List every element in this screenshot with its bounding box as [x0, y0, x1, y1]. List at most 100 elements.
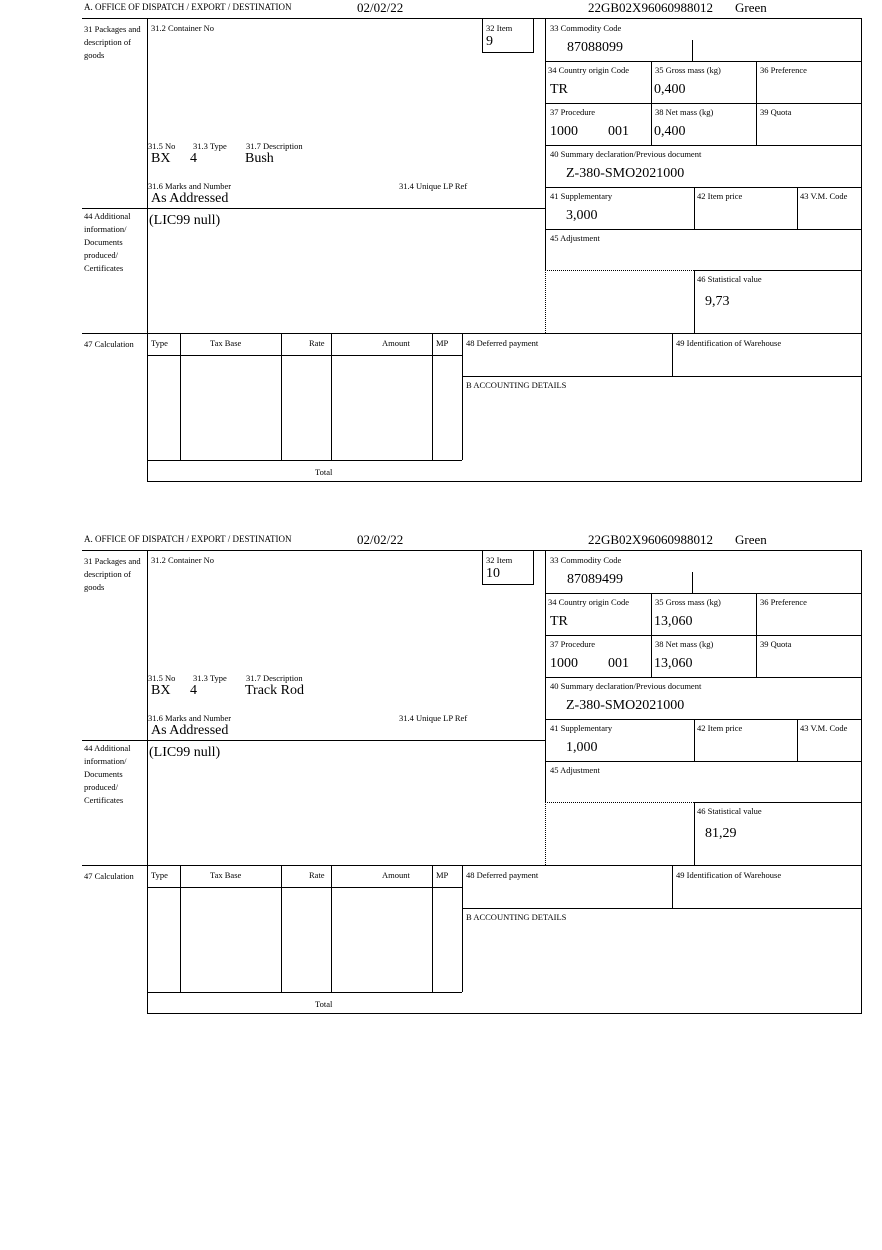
top-border	[82, 18, 862, 19]
calculation-label: 47 Calculation	[84, 871, 134, 881]
calc-col-divider	[180, 333, 181, 460]
commodity-code-label: 33 Commodity Code	[550, 23, 622, 33]
row-divider	[545, 635, 862, 636]
item-box-left	[482, 550, 483, 584]
package-description-label: 31.7 Description	[246, 141, 303, 151]
calc-col-divider	[432, 865, 433, 992]
route-status: Green	[735, 0, 767, 15]
row-divider	[545, 593, 862, 594]
additional-info-value: (LIC99 null)	[149, 745, 221, 760]
procedure-label: 37 Procedure	[550, 639, 596, 649]
container-no-label: 31.2 Container No	[151, 23, 215, 33]
office-label: A. OFFICE OF DISPATCH / EXPORT / DESTINA…	[84, 2, 292, 12]
package-type-label: 31.3 Type	[193, 141, 227, 151]
office-label: A. OFFICE OF DISPATCH / EXPORT / DESTINA…	[84, 534, 292, 544]
supplementary: 3,000	[566, 208, 598, 223]
commodity-divider	[692, 572, 693, 593]
row-divider	[694, 802, 862, 803]
dotted-divider	[545, 270, 546, 333]
additional-info-label: 44 Additional information/ Documents pro…	[84, 211, 131, 273]
route-status: Green	[735, 532, 767, 547]
col-divider	[694, 802, 695, 865]
col-divider	[672, 333, 673, 376]
row-divider	[545, 61, 862, 62]
deferred-payment-label: 48 Deferred payment	[466, 870, 539, 880]
packages-label: 31 Packages and description of goods	[84, 24, 141, 60]
col-type-header: Type	[151, 870, 168, 880]
packages-bottom-border	[82, 208, 545, 209]
col-divider	[651, 593, 652, 677]
row-divider	[545, 719, 862, 720]
net-mass: 0,400	[654, 124, 686, 139]
summary-declaration: Z-380-SMO2021000	[566, 166, 685, 181]
item-box-bottom	[482, 584, 534, 585]
item-price-label: 42 Item price	[697, 723, 743, 733]
col-tax-base-header: Tax Base	[210, 338, 242, 348]
row-divider	[545, 761, 862, 762]
statistical-value: 9,73	[705, 294, 730, 309]
vm-code-label: 43 V.M. Code	[800, 723, 848, 733]
package-description-label: 31.7 Description	[246, 673, 303, 683]
col-amount-header: Amount	[382, 338, 410, 348]
customs-declaration-item-2: A. OFFICE OF DISPATCH / EXPORT / DESTINA…	[0, 532, 882, 1014]
col-divider	[694, 270, 695, 333]
goods-column-border	[147, 550, 148, 1013]
summary-declaration-label: 40 Summary declaration/Previous document	[550, 681, 702, 691]
row-divider	[462, 908, 862, 909]
right-border	[861, 18, 862, 481]
calc-col-divider	[180, 865, 181, 992]
package-description: Bush	[245, 151, 274, 166]
quota-label: 39 Quota	[760, 107, 792, 117]
marks-label: 31.6 Marks and Number	[148, 713, 232, 723]
country-origin: TR	[550, 614, 568, 629]
col-type-header: Type	[151, 338, 168, 348]
dotted-divider	[545, 270, 694, 271]
supplementary-label: 41 Supplementary	[550, 191, 613, 201]
preference-label: 36 Preference	[760, 597, 807, 607]
col-rate-header: Rate	[309, 870, 325, 880]
vm-code-label: 43 V.M. Code	[800, 191, 848, 201]
country-origin-label: 34 Country origin Code	[548, 65, 629, 75]
calculation-label: 47 Calculation	[84, 339, 134, 349]
unique-lp-ref-label: 31.4 Unique LP Ref	[399, 713, 468, 723]
col-mp-header: MP	[436, 338, 449, 348]
item-label: 32 Item	[486, 555, 513, 565]
accounting-details-label: B ACCOUNTING DETAILS	[466, 912, 567, 922]
total-top-border	[147, 992, 462, 993]
preference-label: 36 Preference	[760, 65, 807, 75]
col-divider	[694, 719, 695, 761]
right-border	[861, 550, 862, 1013]
adjustment-label: 45 Adjustment	[550, 233, 600, 243]
row-divider	[545, 103, 862, 104]
commodity-code: 87089499	[567, 572, 623, 587]
right-section-border	[545, 550, 546, 802]
dotted-divider	[545, 802, 546, 865]
packages-bottom-border	[82, 740, 545, 741]
country-origin-label: 34 Country origin Code	[548, 597, 629, 607]
col-amount-header: Amount	[382, 870, 410, 880]
top-border	[82, 550, 862, 551]
item-box-right	[533, 18, 534, 52]
supplementary-label: 41 Supplementary	[550, 723, 613, 733]
row-divider	[462, 376, 862, 377]
net-mass-label: 38 Net mass (kg)	[655, 107, 714, 117]
package-type-label: 31.3 Type	[193, 673, 227, 683]
item-box-right	[533, 550, 534, 584]
commodity-code-label: 33 Commodity Code	[550, 555, 622, 565]
procedure-suffix: 001	[608, 124, 629, 139]
right-section-border	[545, 18, 546, 270]
net-mass: 13,060	[654, 656, 693, 671]
marks-value: As Addressed	[151, 191, 229, 206]
additional-info-value: (LIC99 null)	[149, 213, 221, 228]
col-divider	[756, 593, 757, 677]
col-divider	[672, 865, 673, 908]
row-divider	[545, 145, 862, 146]
col-divider	[797, 719, 798, 761]
col-mp-header: MP	[436, 870, 449, 880]
total-label: Total	[315, 467, 333, 477]
procedure: 1000	[550, 656, 578, 671]
container-no-label: 31.2 Container No	[151, 555, 215, 565]
item-number: 9	[486, 34, 493, 49]
statistical-value: 81,29	[705, 826, 737, 841]
col-divider	[756, 61, 757, 145]
